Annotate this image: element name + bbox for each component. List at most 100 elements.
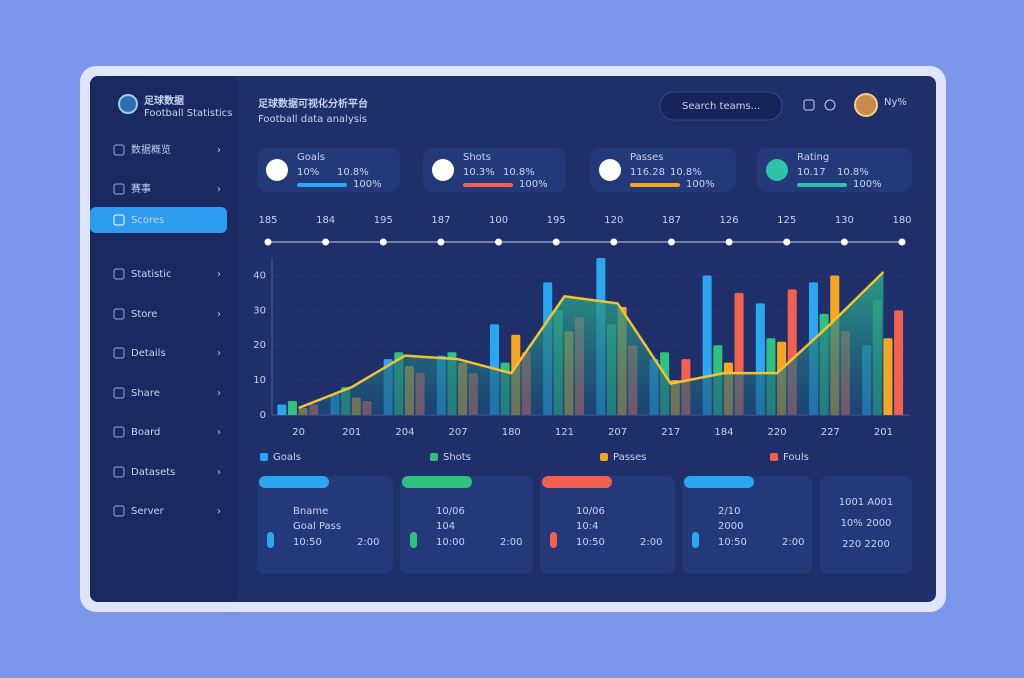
- x-tick-label: 180: [502, 427, 521, 438]
- menu-arrow: ›: [217, 467, 221, 478]
- menu-arrow: ›: [217, 427, 221, 438]
- stat-bar: [630, 183, 680, 187]
- top-dot: [379, 238, 387, 246]
- summary-line: 1001 A001: [839, 497, 894, 508]
- stat-bar: [797, 183, 847, 187]
- card-foot: 10:00: [436, 537, 465, 548]
- avatar[interactable]: [854, 93, 878, 117]
- stat-card: [757, 148, 912, 192]
- card-indicator: [267, 532, 274, 548]
- card-value: 10:4: [576, 521, 598, 532]
- menu-item[interactable]: Share: [131, 388, 160, 399]
- top-dot: [495, 238, 503, 246]
- legend-swatch: [770, 453, 778, 461]
- card-foot2: 2:00: [782, 537, 804, 548]
- stat-value: 116.28: [630, 167, 665, 178]
- stat-card: [257, 148, 400, 192]
- card-title: Bname: [293, 506, 328, 517]
- card-value: 104: [436, 521, 455, 532]
- summary-card: [820, 476, 912, 574]
- top-value: 130: [835, 215, 854, 226]
- stat-value: 10.17: [797, 167, 826, 178]
- card-foot2: 2:00: [357, 537, 379, 548]
- card-progress: [684, 476, 754, 488]
- page-subtitle: Football data analysis: [258, 114, 367, 125]
- menu-arrow: ›: [217, 269, 221, 280]
- legend-label: Goals: [273, 452, 301, 463]
- info-card: [682, 476, 812, 574]
- stat-change: 10.8%: [837, 167, 869, 178]
- trend-line: [298, 271, 885, 410]
- top-value: 180: [892, 215, 911, 226]
- top-dot: [667, 238, 675, 246]
- menu-arrow: ›: [217, 388, 221, 399]
- card-title: 2/10: [718, 506, 740, 517]
- page-title: 足球数据可视化分析平台: [258, 97, 368, 110]
- menu-icon: [113, 505, 125, 517]
- x-tick-label: 20: [292, 427, 305, 438]
- x-tick-label: 184: [714, 427, 733, 438]
- top-dot: [783, 238, 791, 246]
- stat-sub: 100%: [519, 179, 548, 190]
- bar: [287, 401, 297, 415]
- stat-change: 10.8%: [670, 167, 702, 178]
- legend-swatch: [600, 453, 608, 461]
- card-foot: 10:50: [293, 537, 322, 548]
- stat-change: 10.8%: [337, 167, 369, 178]
- menu-item[interactable]: 数据概览: [131, 143, 171, 156]
- top-dot: [552, 238, 560, 246]
- icon[interactable]: [824, 99, 836, 111]
- top-dot: [264, 238, 272, 246]
- card-value: 2000: [718, 521, 743, 532]
- menu-arrow: ›: [217, 348, 221, 359]
- menu-item[interactable]: Server: [131, 506, 165, 517]
- logo-title: 足球数据: [144, 94, 184, 107]
- menu-icon: [113, 466, 125, 478]
- menu-item[interactable]: Statistic: [131, 269, 172, 280]
- menu-item[interactable]: Board: [131, 427, 160, 438]
- legend-label: Passes: [613, 452, 647, 463]
- x-tick-label: 227: [821, 427, 840, 438]
- menu-item[interactable]: 赛事: [131, 182, 151, 195]
- top-value: 120: [604, 215, 623, 226]
- menu-item[interactable]: Scores: [131, 215, 164, 226]
- y-tick-label: 0: [260, 410, 266, 421]
- menu-item[interactable]: Store: [131, 309, 157, 320]
- top-value: 126: [720, 215, 739, 226]
- stat-card: [423, 148, 566, 192]
- card-foot: 10:50: [576, 537, 605, 548]
- stat-value: 10%: [297, 167, 319, 178]
- icon[interactable]: [803, 99, 815, 111]
- bar: [277, 404, 287, 415]
- top-value: 187: [431, 215, 450, 226]
- x-tick-label: 204: [395, 427, 414, 438]
- top-value: 195: [547, 215, 566, 226]
- user-name: Ny%: [884, 97, 907, 108]
- top-value: 125: [777, 215, 796, 226]
- y-tick-label: 30: [253, 305, 266, 316]
- search-box[interactable]: [659, 91, 783, 121]
- card-foot2: 2:00: [500, 537, 522, 548]
- legend-swatch: [260, 453, 268, 461]
- y-tick-label: 40: [253, 270, 266, 281]
- search-placeholder[interactable]: Search teams...: [682, 101, 760, 112]
- menu-item[interactable]: Datasets: [131, 467, 175, 478]
- stat-label: Goals: [297, 152, 325, 163]
- summary-line: 220 2200: [842, 539, 890, 550]
- top-dot: [437, 238, 445, 246]
- menu-item[interactable]: Details: [131, 348, 166, 359]
- menu-arrow: ›: [217, 309, 221, 320]
- menu-active: [90, 207, 227, 233]
- stat-icon: [266, 159, 288, 181]
- bar: [894, 310, 904, 415]
- stat-icon: [766, 159, 788, 181]
- menu-icon: [113, 214, 125, 226]
- stat-sub: 100%: [853, 179, 882, 190]
- top-dot: [898, 238, 906, 246]
- top-value: 184: [316, 215, 335, 226]
- stat-label: Rating: [797, 152, 829, 163]
- top-dot: [322, 238, 330, 246]
- top-dot: [725, 238, 733, 246]
- stat-label: Passes: [630, 152, 664, 163]
